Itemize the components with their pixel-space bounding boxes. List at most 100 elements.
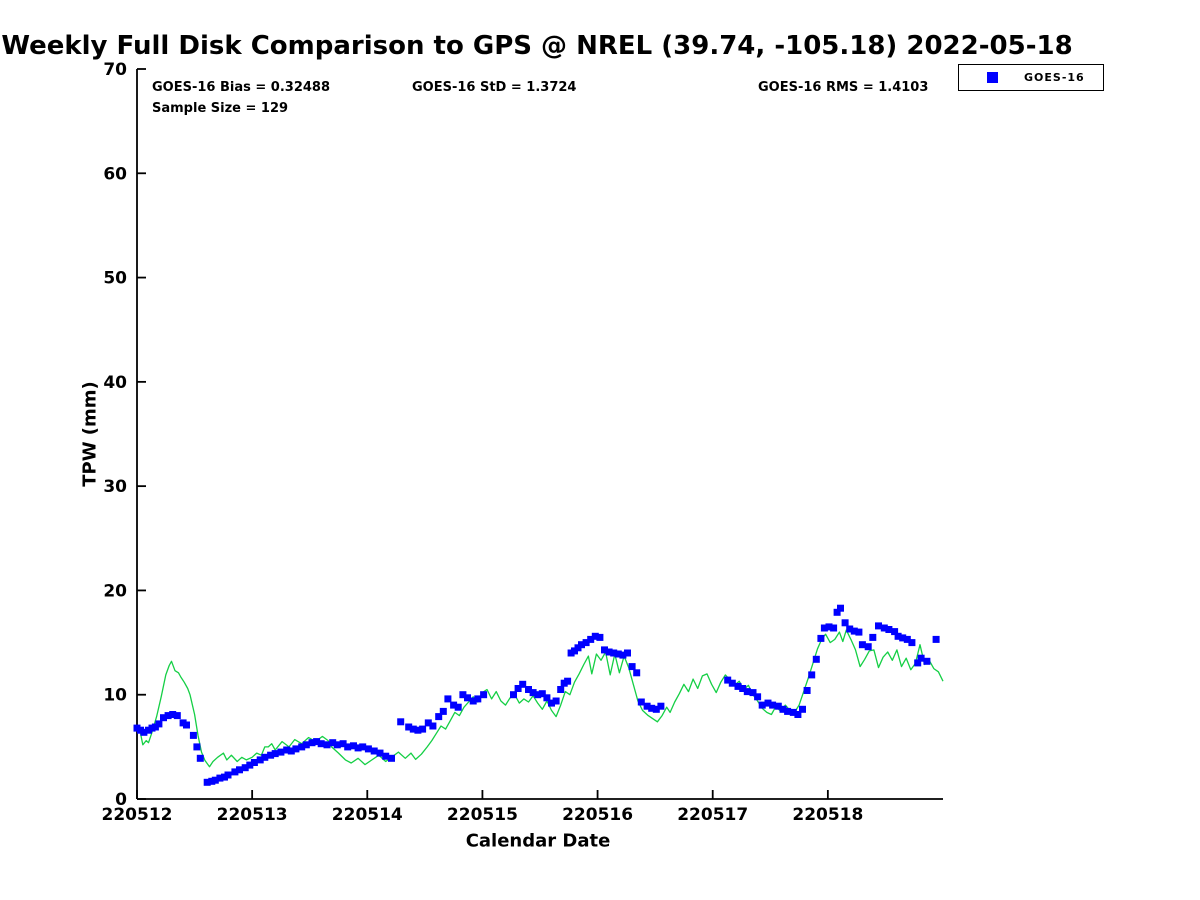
y-tick-label: 40 bbox=[103, 373, 127, 393]
goes16-marker bbox=[271, 750, 279, 758]
goes16-marker bbox=[914, 659, 922, 667]
goes16-marker bbox=[298, 743, 306, 751]
goes16-marker bbox=[474, 695, 482, 703]
goes16-marker bbox=[480, 691, 488, 699]
goes16-marker bbox=[519, 680, 527, 688]
goes16-marker bbox=[459, 691, 467, 699]
goes16-marker bbox=[610, 649, 618, 657]
goes16-marker bbox=[454, 703, 462, 711]
goes16-marker bbox=[256, 756, 264, 764]
x-tick-label: 220512 bbox=[102, 805, 173, 825]
stat-std: GOES-16 StD = 1.3724 bbox=[412, 80, 577, 95]
goes16-marker bbox=[529, 689, 537, 697]
goes16-marker bbox=[864, 643, 872, 651]
goes16-marker bbox=[439, 707, 447, 715]
goes16-marker bbox=[246, 761, 254, 769]
goes16-marker bbox=[643, 702, 651, 710]
goes16-marker bbox=[236, 766, 243, 774]
chart-title: Weekly Full Disk Comparison to GPS @ NRE… bbox=[1, 31, 1073, 61]
x-tick-label: 220515 bbox=[447, 805, 518, 825]
stat-sample-size: Sample Size = 129 bbox=[152, 101, 289, 116]
goes16-marker bbox=[614, 650, 622, 658]
goes16-marker bbox=[808, 671, 816, 679]
y-tick-label: 50 bbox=[103, 269, 127, 289]
goes16-marker bbox=[364, 745, 372, 753]
goes16-marker bbox=[388, 754, 395, 762]
goes16-marker bbox=[241, 764, 249, 772]
goes16-marker bbox=[885, 626, 893, 633]
goes16-marker bbox=[908, 639, 916, 647]
goes16-marker bbox=[880, 624, 888, 632]
goes16-marker bbox=[409, 725, 417, 733]
goes16-marker bbox=[820, 624, 828, 632]
goes16-marker bbox=[173, 712, 181, 720]
y-tick-label: 30 bbox=[103, 477, 127, 497]
goes16-marker bbox=[196, 754, 204, 762]
goes16-marker bbox=[739, 685, 747, 692]
goes16-marker bbox=[557, 686, 565, 693]
goes16-marker bbox=[354, 744, 362, 752]
goes16-marker bbox=[543, 694, 551, 702]
goes16-marker bbox=[302, 741, 310, 749]
y-tick-label: 10 bbox=[103, 686, 127, 706]
goes16-marker bbox=[837, 604, 844, 612]
y-axis-label: TPW (mm) bbox=[79, 381, 101, 487]
x-tick-label: 220518 bbox=[792, 805, 863, 825]
goes16-marker bbox=[605, 648, 613, 656]
goes16-marker bbox=[510, 691, 517, 699]
goes16-marker bbox=[333, 741, 341, 749]
goes16-marker bbox=[624, 649, 631, 657]
goes16-marker bbox=[728, 679, 736, 687]
x-tick-label: 220517 bbox=[677, 805, 748, 825]
legend-label-goes16: GOES-16 bbox=[1024, 71, 1085, 84]
goes16-marker bbox=[891, 628, 899, 636]
goes16-marker bbox=[370, 747, 378, 755]
goes16-marker bbox=[317, 740, 325, 748]
goes16-marker bbox=[339, 740, 347, 748]
goes16-marker bbox=[350, 742, 357, 750]
goes16-marker bbox=[601, 646, 608, 654]
goes16-marker bbox=[267, 751, 275, 759]
goes16-marker bbox=[552, 697, 560, 705]
x-axis-label: Calendar Date bbox=[465, 830, 611, 852]
goes16-marker bbox=[789, 708, 797, 716]
goes16-marker bbox=[855, 628, 863, 636]
x-tick-label: 220516 bbox=[562, 805, 633, 825]
goes16-marker bbox=[534, 691, 542, 699]
stat-rms: GOES-16 RMS = 1.4103 bbox=[758, 80, 929, 95]
goes16-marker bbox=[633, 669, 641, 677]
goes16-marker bbox=[830, 624, 838, 632]
goes16-marker bbox=[582, 639, 590, 647]
goes16-marker bbox=[917, 654, 925, 662]
goes16-marker bbox=[799, 705, 806, 713]
goes16-marker bbox=[779, 705, 787, 713]
goes16-marker bbox=[548, 699, 555, 707]
goes16-marker bbox=[329, 739, 337, 747]
goes16-marker bbox=[869, 633, 877, 641]
goes16-marker bbox=[587, 635, 595, 643]
goes16-marker bbox=[899, 634, 907, 642]
goes16-marker bbox=[858, 641, 866, 649]
goes16-marker bbox=[812, 655, 820, 663]
goes16-marker bbox=[637, 698, 645, 706]
goes16-marker bbox=[628, 663, 636, 671]
goes16-marker bbox=[323, 741, 331, 749]
goes16-marker bbox=[169, 711, 177, 718]
goes16-marker bbox=[211, 776, 219, 784]
goes16-marker bbox=[596, 633, 604, 641]
goes16-marker bbox=[764, 699, 772, 707]
y-tick-label: 0 bbox=[115, 790, 127, 810]
goes16-marker bbox=[450, 701, 458, 709]
goes16-marker bbox=[578, 641, 585, 649]
goes16-marker bbox=[825, 623, 833, 631]
y-tick-label: 20 bbox=[103, 581, 127, 601]
goes16-square-marker-icon bbox=[987, 72, 998, 83]
legend: GOES-16 bbox=[958, 64, 1104, 91]
goes16-marker bbox=[292, 745, 300, 753]
goes16-marker bbox=[250, 759, 258, 766]
gps-line bbox=[136, 629, 944, 768]
goes16-marker bbox=[833, 608, 841, 616]
goes16-marker bbox=[794, 711, 802, 718]
goes16-marker bbox=[538, 690, 546, 698]
goes16-marker bbox=[591, 632, 599, 640]
